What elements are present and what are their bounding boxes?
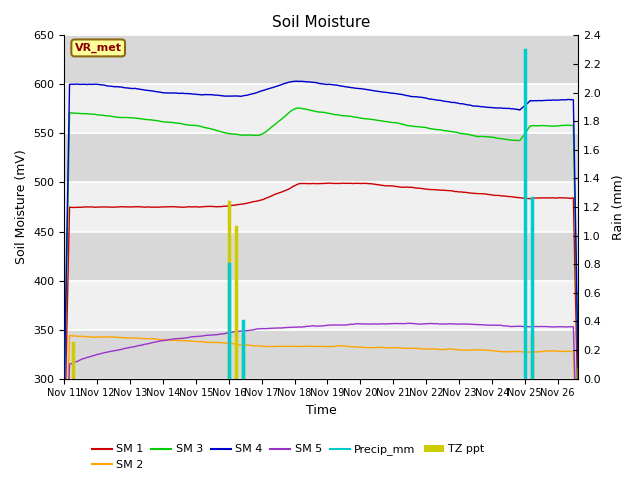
Bar xyxy=(65,281,578,330)
Bar xyxy=(65,182,578,231)
X-axis label: Time: Time xyxy=(306,404,337,417)
Legend: SM 1, SM 2, SM 3, SM 4, SM 5, Precip_mm, TZ ppt: SM 1, SM 2, SM 3, SM 4, SM 5, Precip_mm,… xyxy=(87,440,489,474)
Bar xyxy=(65,84,578,133)
Bar xyxy=(65,133,578,182)
Bar xyxy=(65,330,578,379)
Title: Soil Moisture: Soil Moisture xyxy=(272,15,371,30)
Y-axis label: Soil Moisture (mV): Soil Moisture (mV) xyxy=(15,150,28,264)
Bar xyxy=(65,36,578,84)
Y-axis label: Rain (mm): Rain (mm) xyxy=(612,174,625,240)
Text: VR_met: VR_met xyxy=(75,43,122,53)
Bar xyxy=(65,231,578,281)
